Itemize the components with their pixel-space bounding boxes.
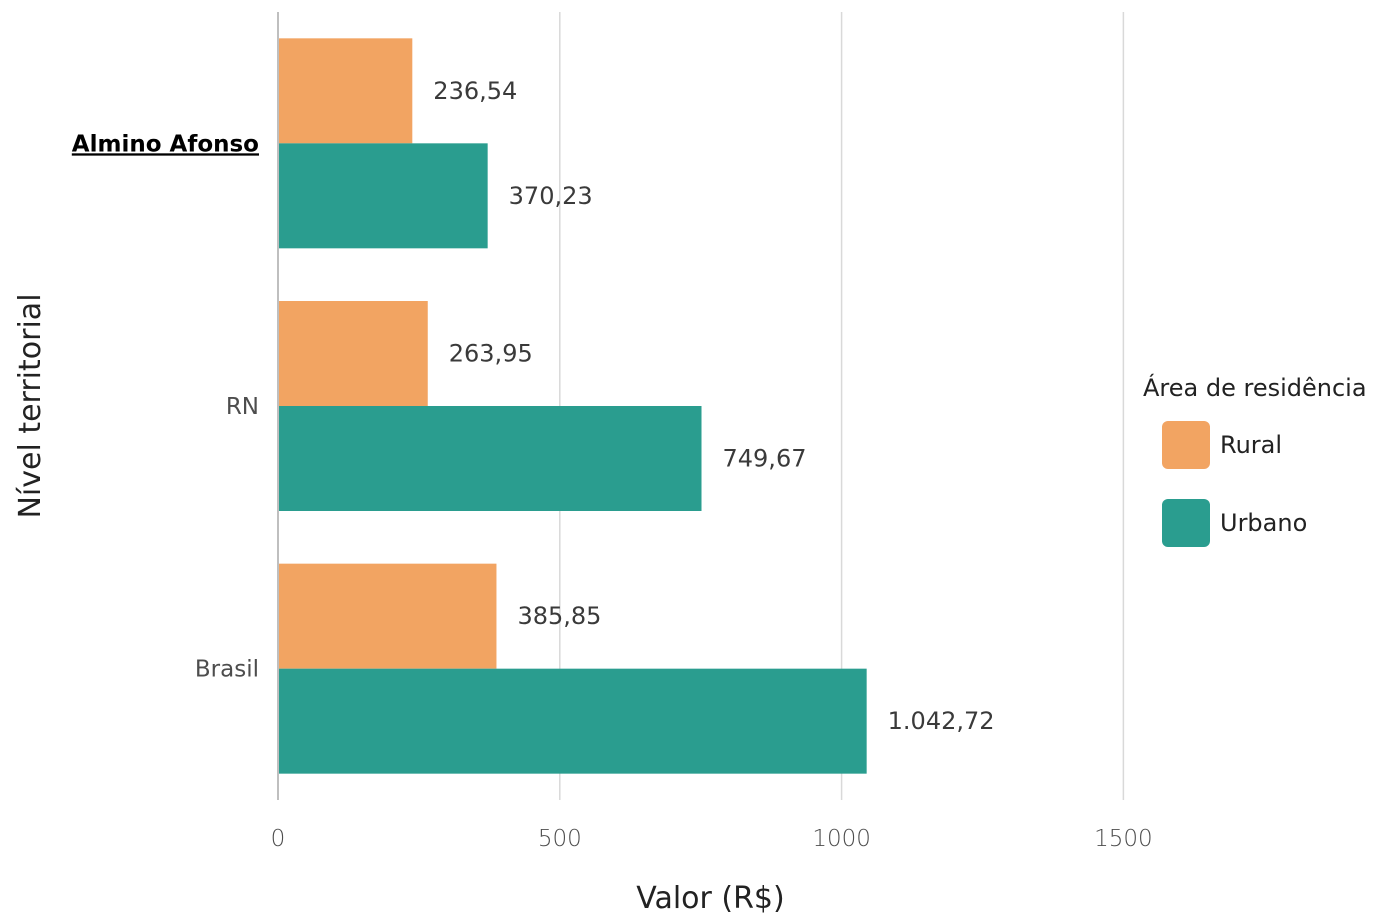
data-label: 263,95 — [449, 340, 533, 368]
bars-group — [279, 38, 867, 774]
data-label: 749,67 — [723, 445, 807, 473]
y-tick-label: Almino Afonso — [72, 131, 259, 157]
x-tick-label: 1500 — [1094, 826, 1153, 852]
x-tick-label: 0 — [271, 826, 286, 852]
x-tick-label: 500 — [538, 826, 582, 852]
y-tick-label: RN — [226, 394, 259, 420]
bar-rural — [279, 38, 413, 144]
x-axis-title: Valor (R$) — [636, 881, 784, 915]
category-labels-group: Almino Afonso RN Brasil — [72, 131, 259, 682]
bar-urbano — [279, 668, 867, 774]
legend-title: Área de residência — [1143, 373, 1367, 402]
y-tick-label: Brasil — [195, 657, 259, 683]
bar-urbano — [279, 143, 488, 249]
bar-rural — [279, 301, 428, 406]
data-label: 236,54 — [433, 77, 517, 105]
value-labels-group: 236,54 370,23 263,95 749,67 385,85 1.042,72 — [433, 77, 994, 735]
bar-rural — [279, 563, 497, 669]
data-label: 385,85 — [517, 602, 601, 630]
data-label: 1.042,72 — [888, 707, 995, 735]
legend: Área de residência Rural Urbano — [1143, 373, 1367, 547]
x-tick-labels-group: 0 500 1000 1500 — [271, 826, 1153, 852]
y-axis-title: Nível territorial — [13, 293, 48, 518]
legend-label: Rural — [1220, 431, 1282, 459]
legend-swatch-urbano — [1162, 499, 1210, 547]
bar-urbano — [279, 406, 702, 511]
x-tick-label: 1000 — [812, 826, 871, 852]
legend-label: Urbano — [1220, 509, 1307, 537]
data-label: 370,23 — [509, 182, 593, 210]
legend-swatch-rural — [1162, 421, 1210, 469]
